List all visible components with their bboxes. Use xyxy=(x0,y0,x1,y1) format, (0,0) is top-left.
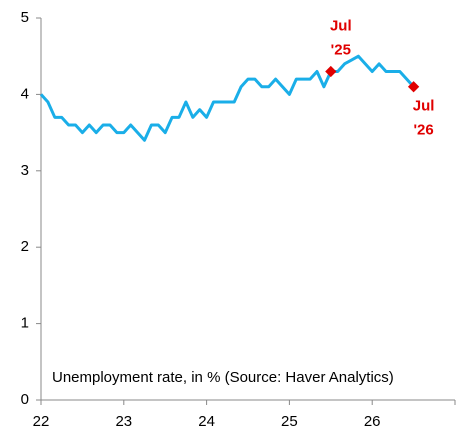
y-tick-label: 0 xyxy=(21,391,29,408)
x-tick-label: 25 xyxy=(281,413,298,430)
y-tick-label: 2 xyxy=(21,238,29,255)
data-line xyxy=(39,54,415,142)
x-tick-label: 22 xyxy=(33,413,50,430)
highlight-label: '25 xyxy=(331,41,351,58)
y-tick-label: 3 xyxy=(21,162,29,179)
highlight-label: Jul xyxy=(330,17,352,34)
chart-note: Unemployment rate, in % (Source: Haver A… xyxy=(52,369,394,386)
x-tick-label: 24 xyxy=(198,413,215,430)
highlight-marker xyxy=(325,65,337,78)
highlight-label: '26 xyxy=(413,122,433,139)
y-tick-label: 4 xyxy=(21,85,29,102)
x-tick-label: 23 xyxy=(115,413,132,430)
y-tick-label: 5 xyxy=(21,9,29,26)
y-tick-label: 1 xyxy=(21,315,29,332)
highlight-label: Jul xyxy=(413,98,435,115)
x-tick-label: 26 xyxy=(364,413,381,430)
